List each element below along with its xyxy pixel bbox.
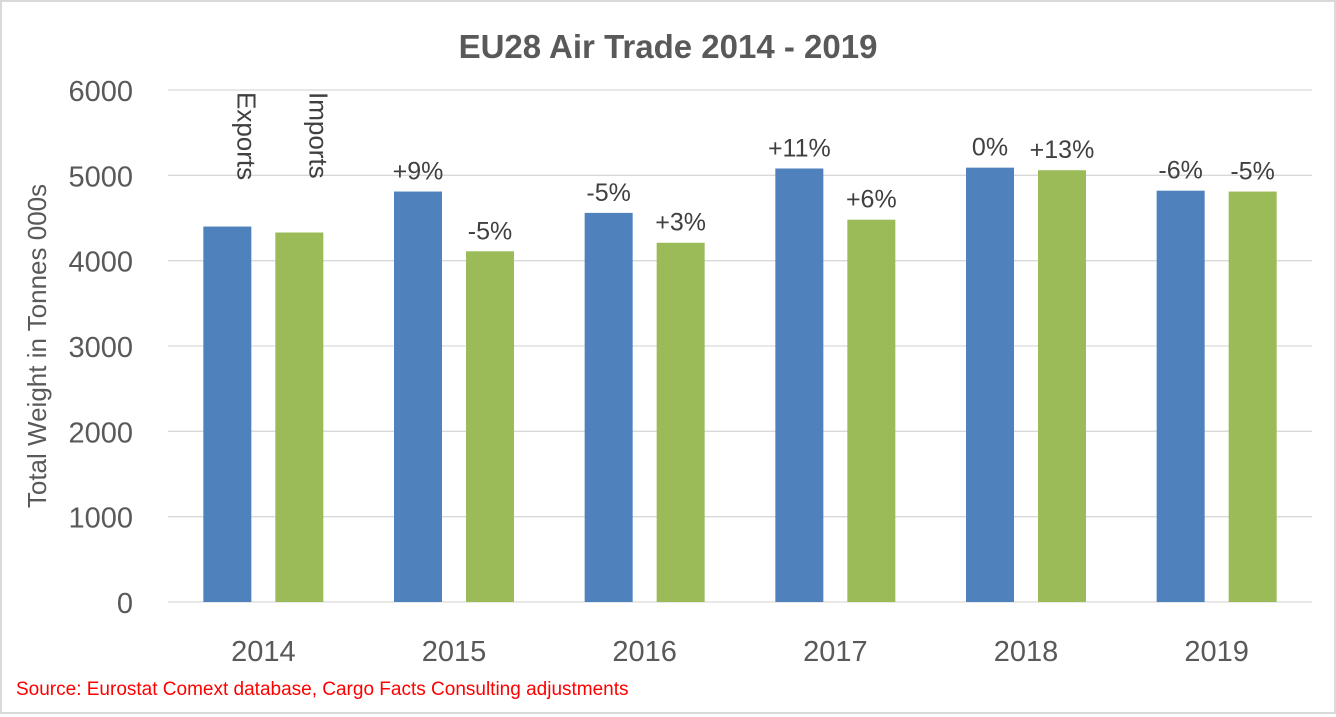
source-note: Source: Eurostat Comext database, Cargo …: [16, 679, 629, 700]
bars: [203, 167, 1277, 603]
exports-series-label: Exports: [231, 92, 261, 180]
y-tick-label: 5000: [68, 161, 133, 193]
imports-bar-2016: [656, 242, 705, 602]
exports-bar-2017: [775, 168, 824, 603]
imports-change-label-2018: +13%: [1030, 136, 1095, 164]
imports-bar-2018: [1038, 170, 1086, 603]
imports-bar-2014: [275, 232, 324, 603]
y-axis-ticks: 0 1000 2000 3000 4000 5000 6000: [68, 76, 133, 620]
imports-bar-2019: [1228, 191, 1277, 602]
imports-bar-2017: [847, 219, 896, 602]
x-tick-label: 2019: [1184, 636, 1249, 668]
x-tick-label: 2014: [231, 636, 296, 668]
y-tick-label: 3000: [68, 332, 133, 364]
x-tick-label: 2015: [422, 636, 487, 668]
data-labels: Exports Imports +9% -5% -5% +3% +11% +6% 0% +13% -…: [231, 92, 1275, 245]
imports-change-label-2015: -5%: [468, 217, 512, 245]
y-tick-label: 6000: [68, 76, 133, 108]
imports-bar-2015: [466, 251, 514, 602]
x-tick-label: 2017: [803, 636, 868, 668]
exports-change-label-2016: -5%: [586, 179, 630, 207]
y-tick-label: 0: [117, 588, 133, 620]
y-axis-title: Total Weight in Tonnes 000s: [22, 184, 52, 508]
exports-change-label-2017: +11%: [768, 135, 831, 163]
exports-bar-2014: [203, 226, 252, 603]
imports-change-label-2017: +6%: [846, 186, 897, 214]
exports-change-label-2019: -6%: [1158, 157, 1202, 185]
exports-bar-2016: [584, 212, 633, 602]
x-axis-ticks: 2014 2015 2016 2017 2018 2019: [231, 636, 1249, 668]
exports-change-label-2018: 0%: [972, 134, 1008, 162]
exports-bar-2018: [966, 167, 1014, 603]
chart-title: EU28 Air Trade 2014 - 2019: [459, 28, 878, 65]
x-tick-label: 2016: [612, 636, 677, 668]
exports-change-label-2015: +9%: [393, 158, 444, 186]
y-tick-label: 4000: [68, 247, 133, 279]
exports-bar-2015: [394, 191, 442, 602]
imports-change-label-2016: +3%: [655, 209, 706, 237]
imports-change-label-2019: -5%: [1230, 158, 1274, 186]
y-tick-label: 1000: [68, 503, 133, 535]
x-tick-label: 2018: [994, 636, 1059, 668]
gridlines: [168, 89, 1312, 603]
imports-series-label: Imports: [303, 92, 333, 179]
exports-bar-2019: [1156, 190, 1205, 602]
y-tick-label: 2000: [68, 417, 133, 449]
